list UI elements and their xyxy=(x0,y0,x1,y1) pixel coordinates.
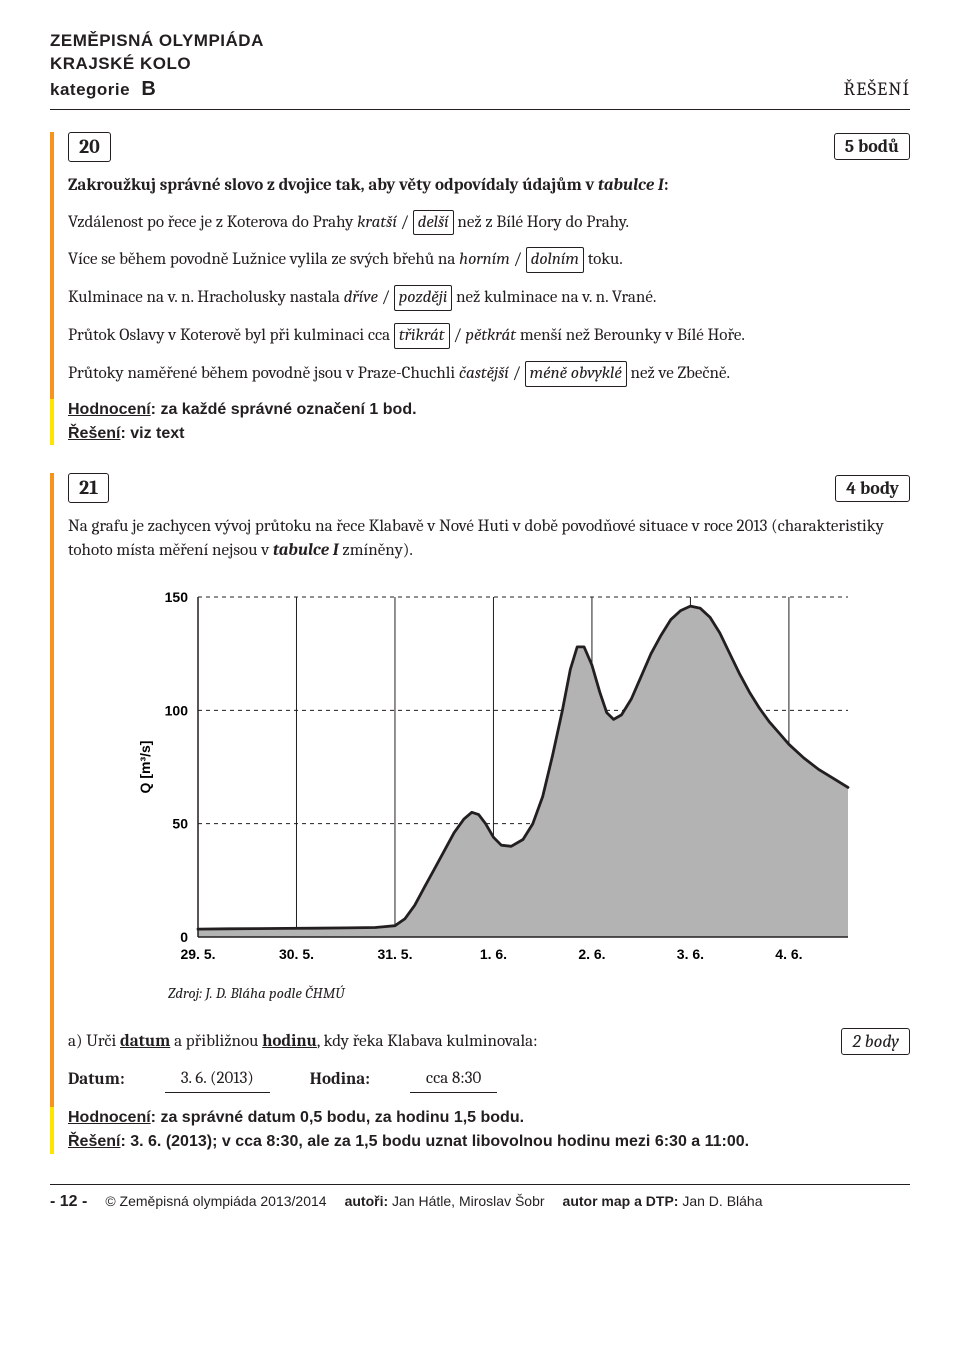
svg-text:29. 5.: 29. 5. xyxy=(180,946,215,962)
svg-text:150: 150 xyxy=(165,589,189,605)
question-21: 21 4 body Na grafu je zachycen vývoj prů… xyxy=(50,473,910,1153)
hour-value: cca 8:30 xyxy=(410,1067,497,1093)
page-header: ZEMĚPISNÁ OLYMPIÁDA KRAJSKÉ KOLO kategor… xyxy=(50,30,910,110)
q21a-text: a) Urči datum a přibližnou hodinu, kdy ř… xyxy=(68,1030,538,1054)
category-letter: B xyxy=(141,76,156,103)
q20-eval: Hodnocení: za každé správné označení 1 b… xyxy=(50,399,910,446)
svg-text:30. 5.: 30. 5. xyxy=(279,946,314,962)
header-left: ZEMĚPISNÁ OLYMPIÁDA KRAJSKÉ KOLO kategor… xyxy=(50,30,264,103)
q21-eval: Hodnocení: za správné datum 0,5 bodu, za… xyxy=(50,1107,910,1154)
discharge-chart: 0 50 100 150 29. 5. 30. 5. 31. 5. 1. 6. 2. 6. 3. … xyxy=(128,587,910,977)
svg-text:1. 6.: 1. 6. xyxy=(480,946,507,962)
page-number: - 12 - xyxy=(50,1191,87,1213)
q21-instruction: Na grafu je zachycen vývoj průtoku na ře… xyxy=(68,515,910,563)
svg-text:31. 5.: 31. 5. xyxy=(377,946,412,962)
q20-s3: Kulminace na v. n. Hracholusky nastala d… xyxy=(68,285,910,311)
header-line3: kategorie B xyxy=(50,76,264,103)
svg-text:Q [m³/s]: Q [m³/s] xyxy=(137,741,153,794)
date-label: Datum: xyxy=(68,1068,125,1092)
q21-points: 4 body xyxy=(835,475,910,502)
q20-number: 20 xyxy=(68,132,111,162)
q20-instruction: Zakroužkuj správné slovo z dvojice tak, … xyxy=(68,174,910,198)
date-value: 3. 6. (2013) xyxy=(165,1067,270,1093)
header-line1: ZEMĚPISNÁ OLYMPIÁDA xyxy=(50,30,264,53)
q21-number: 21 xyxy=(68,473,109,503)
svg-text:4. 6.: 4. 6. xyxy=(775,946,802,962)
svg-text:100: 100 xyxy=(165,702,189,718)
svg-text:50: 50 xyxy=(172,816,188,832)
svg-text:3. 6.: 3. 6. xyxy=(677,946,704,962)
footer-copy: © Zeměpisná olympiáda 2013/2014 xyxy=(105,1192,326,1212)
header-line2: KRAJSKÉ KOLO xyxy=(50,53,264,76)
header-right: ŘEŠENÍ xyxy=(844,76,910,103)
q21a-row: a) Urči datum a přibližnou hodinu, kdy ř… xyxy=(68,1028,910,1055)
q21a-points: 2 body xyxy=(841,1028,910,1055)
chart-svg: 0 50 100 150 29. 5. 30. 5. 31. 5. 1. 6. 2. 6. 3. … xyxy=(128,587,858,977)
q21a-answer-row: Datum: 3. 6. (2013) Hodina: cca 8:30 xyxy=(68,1067,910,1093)
q20-points: 5 bodů xyxy=(834,133,910,160)
chart-source: Zdroj: J. D. Bláha podle ČHMÚ xyxy=(168,983,910,1004)
q20-s2: Více se během povodně Lužnice vylila ze … xyxy=(68,247,910,273)
svg-text:2. 6.: 2. 6. xyxy=(578,946,605,962)
question-20: 20 5 bodů Zakroužkuj správné slovo z dvo… xyxy=(50,132,910,446)
q20-s1: Vzdálenost po řece je z Koterova do Prah… xyxy=(68,210,910,236)
svg-text:0: 0 xyxy=(180,929,188,945)
page-footer: - 12 - © Zeměpisná olympiáda 2013/2014 a… xyxy=(50,1184,910,1213)
hour-label: Hodina: xyxy=(310,1068,370,1092)
q20-s4: Průtok Oslavy v Koterově byl při kulmina… xyxy=(68,323,910,349)
q20-s5: Průtoky naměřené během povodně jsou v Pr… xyxy=(68,361,910,387)
